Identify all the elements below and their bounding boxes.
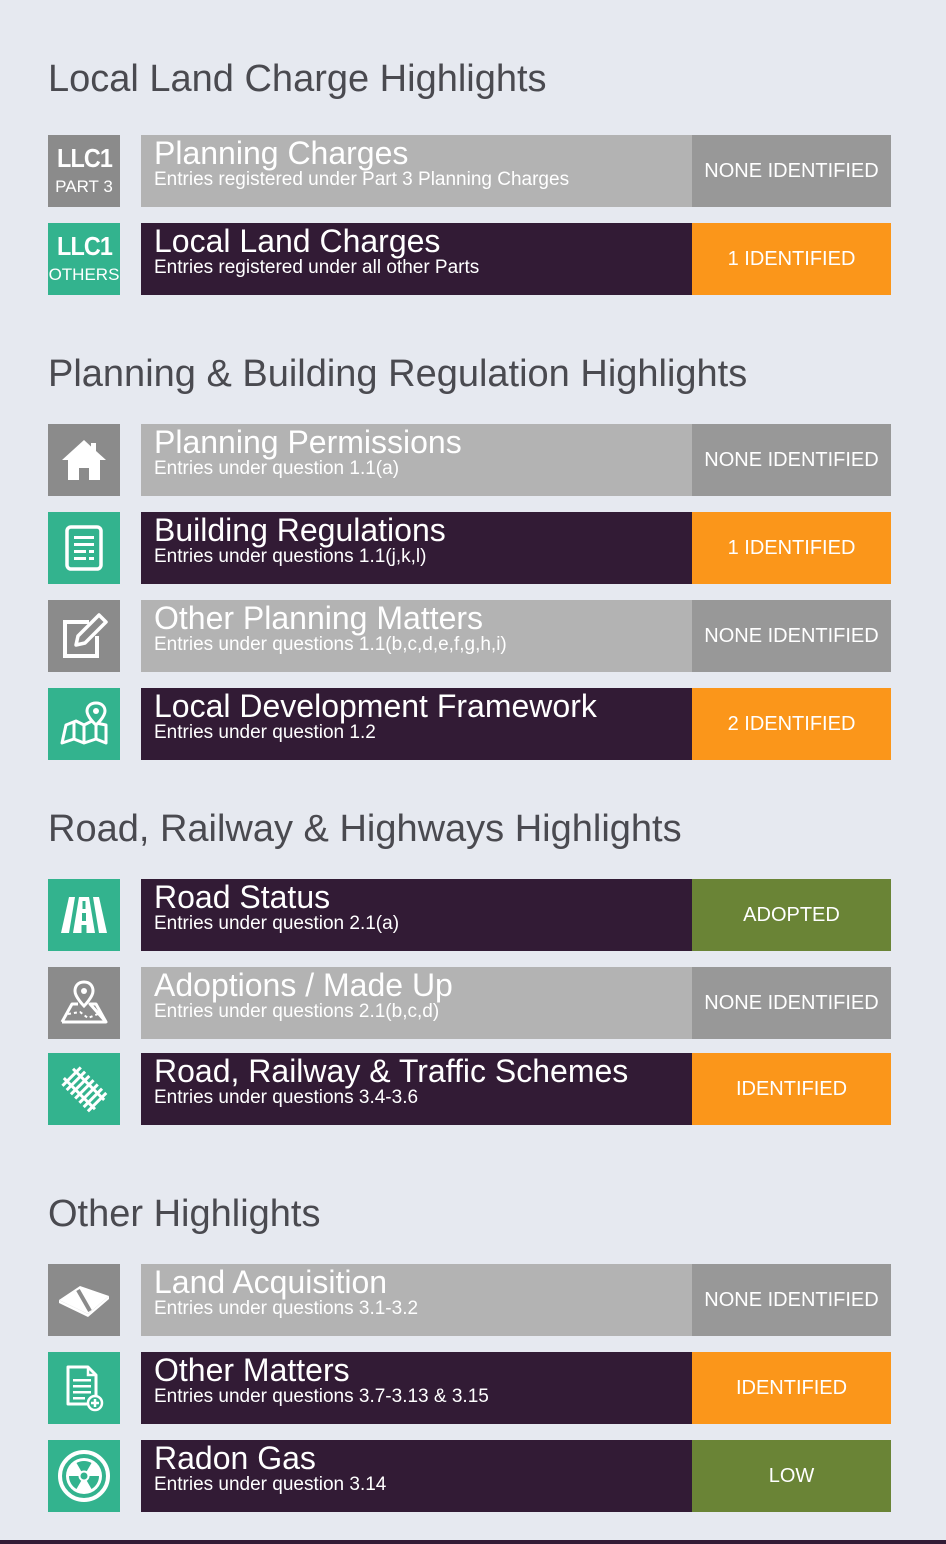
highlight-row-local-land-charges[interactable]: LLC1 OTHERS Local Land Charges Entries r…: [48, 223, 891, 295]
row-subtitle: Entries under question 2.1(a): [154, 913, 400, 934]
row-subtitle: Entries registered under all other Parts: [154, 257, 480, 278]
highlight-row-planning-permissions[interactable]: Planning Permissions Entries under quest…: [48, 424, 891, 496]
row-title: Planning Charges: [154, 135, 409, 171]
icon-label-top: LLC1: [56, 231, 113, 261]
row-subtitle: Entries under question 1.2: [154, 722, 376, 743]
highlight-row-adoptions-made-up[interactable]: Adoptions / Made Up Entries under questi…: [48, 967, 891, 1039]
highlight-bar[interactable]: Local Development Framework Entries unde…: [141, 688, 692, 760]
row-title: Local Land Charges: [154, 223, 441, 259]
highlight-row-other-matters[interactable]: Other Matters Entries under questions 3.…: [48, 1352, 891, 1424]
highlight-row-land-acquisition[interactable]: Land Acquisition Entries under questions…: [48, 1264, 891, 1336]
status-badge: NONE IDENTIFIED: [692, 135, 891, 207]
row-subtitle: Entries under question 1.1(a): [154, 458, 400, 479]
status-badge: IDENTIFIED: [692, 1053, 891, 1125]
row-subtitle: Entries registered under Part 3 Planning…: [154, 169, 570, 190]
row-title: Radon Gas: [154, 1440, 316, 1476]
row-title: Planning Permissions: [154, 424, 462, 460]
row-title: Local Development Framework: [154, 688, 597, 724]
status-badge: 2 IDENTIFIED: [692, 688, 891, 760]
row-subtitle: Entries under questions 3.7-3.13 & 3.15: [154, 1386, 489, 1407]
railway-icon: [48, 1053, 120, 1125]
section-title-road-railway: Road, Railway & Highways Highlights: [48, 808, 682, 850]
highlight-row-road-railway-traffic-schemes[interactable]: Road, Railway & Traffic Schemes Entries …: [48, 1053, 891, 1125]
map-pin-icon: [48, 688, 120, 760]
row-title: Road Status: [154, 879, 331, 915]
icon-label-bottom: OTHERS: [48, 265, 120, 284]
highlight-bar[interactable]: Planning Permissions Entries under quest…: [141, 424, 692, 496]
status-badge: 1 IDENTIFIED: [692, 223, 891, 295]
row-subtitle: Entries under question 3.14: [154, 1474, 387, 1495]
highlight-row-planning-charges[interactable]: LLC1 PART 3 Planning Charges Entries reg…: [48, 135, 891, 207]
highlight-row-building-regulations[interactable]: Building Regulations Entries under quest…: [48, 512, 891, 584]
row-title: Land Acquisition: [154, 1264, 388, 1300]
status-badge: IDENTIFIED: [692, 1352, 891, 1424]
icon-label-bottom: PART 3: [55, 177, 113, 196]
row-title: Building Regulations: [154, 512, 446, 548]
status-badge: ADOPTED: [692, 879, 891, 951]
section-title-other: Other Highlights: [48, 1193, 321, 1235]
row-title: Road, Railway & Traffic Schemes: [154, 1053, 629, 1089]
highlight-bar[interactable]: Land Acquisition Entries under questions…: [141, 1264, 692, 1336]
status-badge: NONE IDENTIFIED: [692, 1264, 891, 1336]
highlight-bar[interactable]: Building Regulations Entries under quest…: [141, 512, 692, 584]
highlight-row-road-status[interactable]: Road Status Entries under question 2.1(a…: [48, 879, 891, 951]
highlight-bar[interactable]: Other Matters Entries under questions 3.…: [141, 1352, 692, 1424]
road-icon: [48, 879, 120, 951]
highlight-row-other-planning-matters[interactable]: Other Planning Matters Entries under que…: [48, 600, 891, 672]
row-subtitle: Entries under questions 1.1(b,c,d,e,f,g,…: [154, 634, 507, 655]
location-map-icon: [48, 967, 120, 1039]
highlight-bar[interactable]: Radon Gas Entries under question 3.14: [141, 1440, 692, 1512]
highlight-bar[interactable]: Other Planning Matters Entries under que…: [141, 600, 692, 672]
highlight-row-local-development-framework[interactable]: Local Development Framework Entries unde…: [48, 688, 891, 760]
highlight-bar[interactable]: Road, Railway & Traffic Schemes Entries …: [141, 1053, 692, 1125]
status-badge: 1 IDENTIFIED: [692, 512, 891, 584]
icon-label-top: LLC1: [56, 143, 113, 173]
land-parcel-icon: [48, 1264, 120, 1336]
llc1-others-icon: LLC1 OTHERS: [48, 223, 120, 295]
section-title-planning-building: Planning & Building Regulation Highlight…: [48, 353, 748, 395]
section-title-local-land-charge: Local Land Charge Highlights: [48, 58, 547, 100]
highlight-bar[interactable]: Adoptions / Made Up Entries under questi…: [141, 967, 692, 1039]
row-subtitle: Entries under questions 1.1(j,k,l): [154, 546, 427, 567]
row-subtitle: Entries under questions 2.1(b,c,d): [154, 1001, 440, 1022]
highlight-bar[interactable]: Road Status Entries under question 2.1(a…: [141, 879, 692, 951]
highlight-row-radon-gas[interactable]: Radon Gas Entries under question 3.14 LO…: [48, 1440, 891, 1512]
row-title: Adoptions / Made Up: [154, 967, 453, 1003]
row-subtitle: Entries under questions 3.4-3.6: [154, 1087, 419, 1108]
status-badge: NONE IDENTIFIED: [692, 600, 891, 672]
highlight-bar[interactable]: Local Land Charges Entries registered un…: [141, 223, 692, 295]
document-add-icon: [48, 1352, 120, 1424]
radiation-icon: [48, 1440, 120, 1512]
status-badge: LOW: [692, 1440, 891, 1512]
status-badge: NONE IDENTIFIED: [692, 967, 891, 1039]
edit-icon: [48, 600, 120, 672]
house-icon: [48, 424, 120, 496]
row-subtitle: Entries under questions 3.1-3.2: [154, 1298, 419, 1319]
bottom-divider: [0, 1540, 946, 1544]
highlight-bar[interactable]: Planning Charges Entries registered unde…: [141, 135, 692, 207]
llc1-part3-icon: LLC1 PART 3: [48, 135, 120, 207]
row-title: Other Matters: [154, 1352, 350, 1388]
document-list-icon: [48, 512, 120, 584]
row-title: Other Planning Matters: [154, 600, 484, 636]
status-badge: NONE IDENTIFIED: [692, 424, 891, 496]
